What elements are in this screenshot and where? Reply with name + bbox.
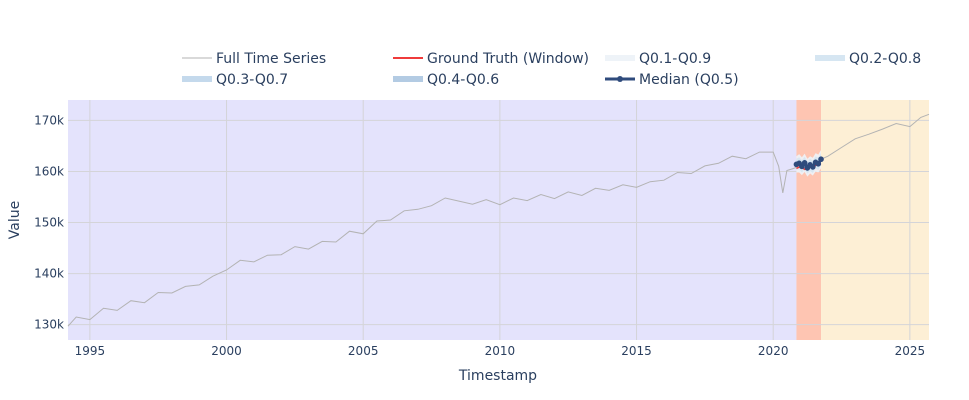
plot-area (67, 113, 930, 327)
legend-label: Q0.2-Q0.8 (849, 51, 921, 67)
legend-label: Q0.3-Q0.7 (216, 72, 288, 88)
y-tick-label-0: 130k (34, 318, 64, 332)
x-tick-label-2020: 2020 (758, 344, 789, 358)
median-point-3 (801, 160, 808, 166)
shaded-regions (68, 100, 929, 340)
x-tick-label-2010: 2010 (485, 344, 516, 358)
grid (68, 100, 929, 340)
legend: Full Time Series Ground Truth (Window) Q0.… (182, 51, 921, 88)
y-axis-title: Value (7, 201, 23, 239)
region-2 (821, 100, 929, 340)
y-tick-label-2: 150k (34, 216, 64, 230)
legend-item-ground-truth-window: Ground Truth (Window) (393, 51, 589, 67)
region-1 (796, 100, 822, 340)
legend-item-q04-q06: Q0.4-Q0.6 (393, 72, 499, 88)
x-tick-label-2005: 2005 (348, 344, 379, 358)
x-tick-label-1995: 1995 (75, 344, 106, 358)
legend-item-full-time-series: Full Time Series (182, 51, 326, 67)
legend-item-median-q05: Median (Q0.5) (605, 72, 739, 88)
median-point-6 (810, 164, 816, 170)
median-point-9 (818, 156, 824, 163)
legend-item-q03-q07: Q0.3-Q0.7 (182, 72, 288, 88)
y-tick-label-3: 160k (34, 164, 64, 178)
legend-item-q02-q08: Q0.2-Q0.8 (815, 51, 921, 67)
y-axis-ticks: 130k 140k 150k 160k 170k (34, 113, 64, 331)
series-full-time-series (67, 113, 930, 327)
y-tick-label-1: 140k (34, 267, 64, 281)
legend-label: Full Time Series (216, 51, 326, 67)
x-tick-label-2025: 2025 (895, 344, 926, 358)
legend-item-q01-q09: Q0.1-Q0.9 (605, 51, 711, 67)
legend-marker (617, 76, 623, 82)
legend-label: Q0.1-Q0.9 (639, 51, 711, 67)
x-axis-title: Timestamp (458, 368, 537, 384)
legend-label: Median (Q0.5) (639, 72, 739, 88)
legend-label: Ground Truth (Window) (427, 51, 589, 67)
median-point-8 (815, 161, 822, 167)
region-0 (68, 100, 797, 340)
x-tick-label-2000: 2000 (211, 344, 242, 358)
y-tick-label-4: 170k (34, 113, 64, 127)
x-axis-ticks: 1995 2000 2005 2010 2015 2020 2025 (75, 344, 926, 358)
legend-label: Q0.4-Q0.6 (427, 72, 499, 88)
x-tick-label-2015: 2015 (621, 344, 652, 358)
